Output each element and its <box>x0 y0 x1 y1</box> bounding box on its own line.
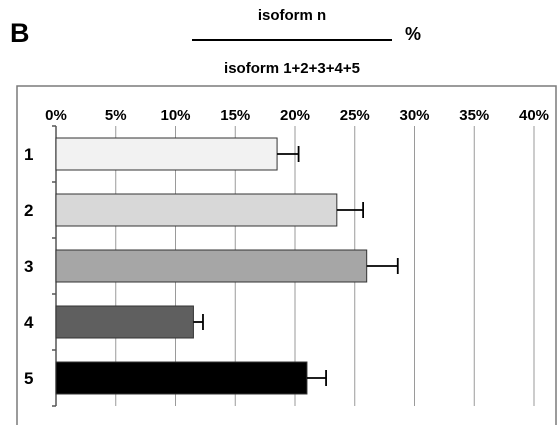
bar-isoform-4 <box>55 305 194 339</box>
category-label-5: 5 <box>24 369 33 388</box>
category-label-4: 4 <box>24 313 34 332</box>
x-tick-label: 15% <box>220 107 250 124</box>
x-tick-label: 40% <box>519 107 549 124</box>
bar-isoform-2 <box>55 193 338 227</box>
bar-isoform-1 <box>55 137 278 171</box>
bar-isoform-5 <box>55 361 308 395</box>
category-label-2: 2 <box>24 201 33 220</box>
chart-frame <box>16 85 557 425</box>
title-percent-sign: % <box>405 24 422 44</box>
x-tick-label: 5% <box>105 107 127 124</box>
x-tick-label: 0% <box>45 107 67 124</box>
x-tick-label: 30% <box>399 107 429 124</box>
category-label-3: 3 <box>24 257 33 276</box>
x-tick-label: 35% <box>459 107 489 124</box>
title-numerator: isoform n <box>257 7 327 24</box>
x-tick-label: 20% <box>280 107 310 124</box>
category-label-1: 1 <box>24 145 33 164</box>
x-tick-label: 25% <box>340 107 370 124</box>
bar-isoform-3 <box>55 249 368 283</box>
x-tick-label: 10% <box>160 107 190 124</box>
title-denominator: isoform 1+2+3+4+5 <box>224 60 360 77</box>
panel-letter: B <box>10 18 30 48</box>
title-fraction-rule <box>192 39 392 41</box>
